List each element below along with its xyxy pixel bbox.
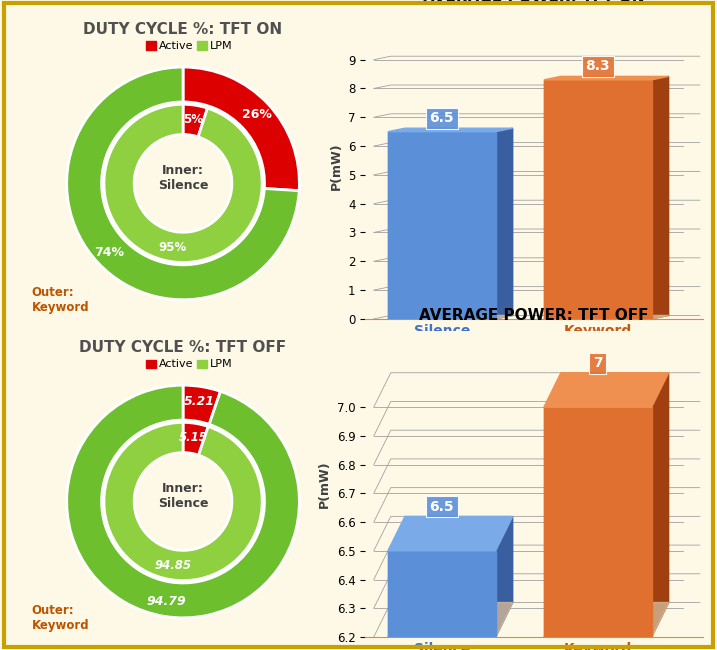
Polygon shape bbox=[652, 372, 669, 637]
Text: 74%: 74% bbox=[94, 246, 124, 259]
Text: Active: Active bbox=[158, 359, 193, 369]
Y-axis label: P(mW): P(mW) bbox=[318, 460, 331, 508]
Polygon shape bbox=[544, 315, 669, 319]
Text: 5.15: 5.15 bbox=[179, 431, 208, 444]
Wedge shape bbox=[183, 422, 208, 455]
Wedge shape bbox=[104, 104, 262, 263]
Text: LPM: LPM bbox=[210, 359, 232, 369]
Text: Inner:
Silence: Inner: Silence bbox=[158, 482, 209, 510]
Polygon shape bbox=[388, 128, 513, 132]
Polygon shape bbox=[544, 80, 652, 319]
Text: 94.79: 94.79 bbox=[147, 595, 186, 608]
Wedge shape bbox=[67, 385, 300, 618]
Title: AVERAGE POWER: TFT ON: AVERAGE POWER: TFT ON bbox=[423, 0, 645, 5]
Text: 8.3: 8.3 bbox=[586, 60, 610, 73]
Bar bbox=[146, 359, 156, 368]
Polygon shape bbox=[388, 603, 513, 637]
Polygon shape bbox=[495, 516, 513, 637]
Text: Inner:
Silence: Inner: Silence bbox=[158, 164, 209, 192]
Text: Outer:
Keyword: Outer: Keyword bbox=[32, 286, 90, 314]
Polygon shape bbox=[544, 76, 669, 80]
Polygon shape bbox=[652, 76, 669, 319]
Wedge shape bbox=[183, 385, 220, 424]
Polygon shape bbox=[388, 132, 495, 319]
Text: 7: 7 bbox=[593, 356, 602, 370]
Polygon shape bbox=[544, 372, 669, 408]
Text: 26%: 26% bbox=[242, 108, 272, 121]
Bar bbox=[146, 42, 156, 49]
Text: DUTY CYCLE %: TFT ON: DUTY CYCLE %: TFT ON bbox=[83, 22, 282, 37]
Text: Outer:
Keyword: Outer: Keyword bbox=[32, 604, 90, 632]
Text: 6.5: 6.5 bbox=[429, 500, 454, 514]
Wedge shape bbox=[67, 67, 299, 300]
Text: Active: Active bbox=[158, 40, 193, 51]
Text: 5%: 5% bbox=[184, 112, 203, 125]
Title: AVERAGE POWER: TFT OFF: AVERAGE POWER: TFT OFF bbox=[419, 308, 649, 323]
Text: 5.21: 5.21 bbox=[184, 395, 215, 408]
Wedge shape bbox=[104, 422, 262, 580]
Text: 6.5: 6.5 bbox=[429, 111, 454, 125]
Text: DUTY CYCLE %: TFT OFF: DUTY CYCLE %: TFT OFF bbox=[80, 341, 287, 356]
Y-axis label: P(mW): P(mW) bbox=[330, 142, 343, 190]
Polygon shape bbox=[388, 551, 495, 637]
Bar bbox=[197, 359, 207, 368]
Polygon shape bbox=[544, 408, 652, 637]
Polygon shape bbox=[495, 128, 513, 319]
Text: 95%: 95% bbox=[158, 241, 187, 254]
Wedge shape bbox=[183, 104, 207, 137]
Text: 94.85: 94.85 bbox=[154, 559, 191, 572]
Polygon shape bbox=[544, 603, 669, 637]
Polygon shape bbox=[388, 516, 513, 551]
Wedge shape bbox=[183, 67, 300, 190]
Polygon shape bbox=[388, 315, 513, 319]
Bar bbox=[197, 42, 207, 49]
Text: LPM: LPM bbox=[210, 40, 232, 51]
